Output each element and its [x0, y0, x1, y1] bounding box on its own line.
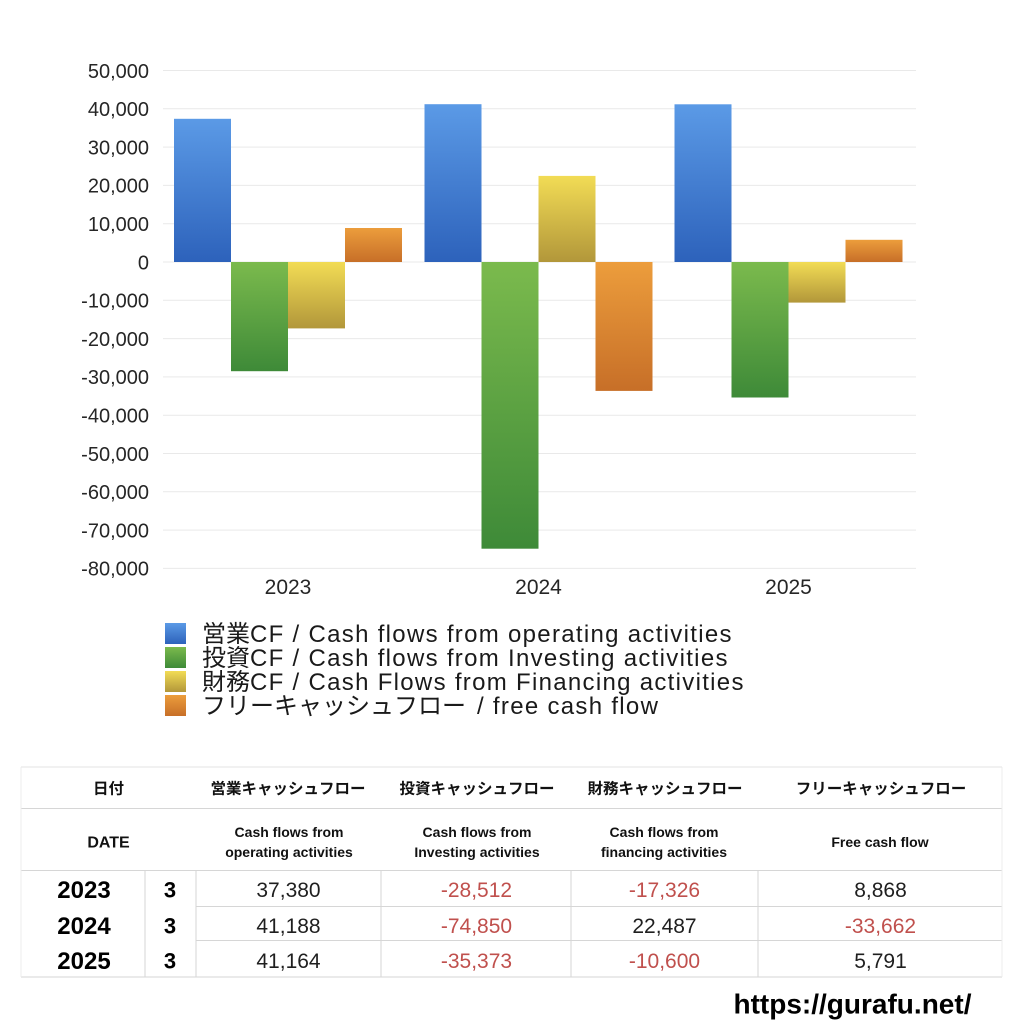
- svg-text:operating activities: operating activities: [225, 844, 353, 860]
- svg-text:-60,000: -60,000: [81, 482, 149, 504]
- svg-text:CF / Cash flows from Investing: CF / Cash flows from Investing activitie…: [250, 645, 729, 672]
- svg-text:-17,326: -17,326: [629, 879, 700, 902]
- svg-text:2024: 2024: [57, 913, 111, 940]
- svg-text:CF / Cash flows from operating: CF / Cash flows from operating activitie…: [250, 621, 733, 648]
- svg-text:22,487: 22,487: [632, 915, 696, 938]
- svg-text:41,164: 41,164: [256, 950, 321, 973]
- svg-text:-30,000: -30,000: [81, 367, 149, 389]
- svg-text:30,000: 30,000: [88, 137, 149, 159]
- svg-text:-70,000: -70,000: [81, 520, 149, 542]
- svg-text:3: 3: [164, 914, 176, 939]
- svg-text:10,000: 10,000: [88, 214, 149, 236]
- svg-text:-40,000: -40,000: [81, 406, 149, 428]
- svg-text:50,000: 50,000: [88, 61, 149, 83]
- svg-text:-50,000: -50,000: [81, 444, 149, 466]
- svg-text:financing activities: financing activities: [601, 844, 727, 860]
- svg-text:Cash flows from: Cash flows from: [235, 824, 344, 840]
- svg-text:20,000: 20,000: [88, 176, 149, 198]
- svg-text:41,188: 41,188: [256, 915, 320, 938]
- svg-text:3: 3: [164, 878, 176, 903]
- svg-text:-74,850: -74,850: [441, 915, 512, 938]
- svg-text:-33,662: -33,662: [845, 915, 916, 938]
- svg-text:2025: 2025: [765, 576, 812, 599]
- svg-text:-28,512: -28,512: [441, 879, 512, 902]
- svg-text:5,791: 5,791: [854, 950, 907, 973]
- svg-text:https://gurafu.net/: https://gurafu.net/: [734, 989, 972, 1020]
- svg-text:CF / Cash Flows from Financing: CF / Cash Flows from Financing activitie…: [250, 669, 745, 696]
- svg-text:Cash flows from: Cash flows from: [423, 824, 532, 840]
- svg-text:40,000: 40,000: [88, 99, 149, 121]
- svg-text:-10,600: -10,600: [629, 950, 700, 973]
- svg-text:Cash flows from: Cash flows from: [610, 824, 719, 840]
- svg-text:-10,000: -10,000: [81, 291, 149, 313]
- svg-text:-35,373: -35,373: [441, 950, 512, 973]
- svg-text:2025: 2025: [57, 948, 110, 975]
- svg-text:2023: 2023: [265, 576, 312, 599]
- svg-text:8,868: 8,868: [854, 879, 907, 902]
- svg-text:37,380: 37,380: [256, 879, 320, 902]
- svg-text:DATE: DATE: [87, 834, 130, 851]
- svg-text:Free cash flow: Free cash flow: [831, 834, 928, 850]
- svg-text:/ free cash flow: / free cash flow: [477, 693, 659, 720]
- svg-text:Investing activities: Investing activities: [414, 844, 539, 860]
- svg-text:-80,000: -80,000: [81, 559, 149, 581]
- svg-text:0: 0: [138, 252, 149, 274]
- svg-text:-20,000: -20,000: [81, 329, 149, 351]
- svg-text:2023: 2023: [57, 877, 110, 904]
- svg-text:2024: 2024: [515, 576, 562, 599]
- svg-text:3: 3: [164, 949, 176, 974]
